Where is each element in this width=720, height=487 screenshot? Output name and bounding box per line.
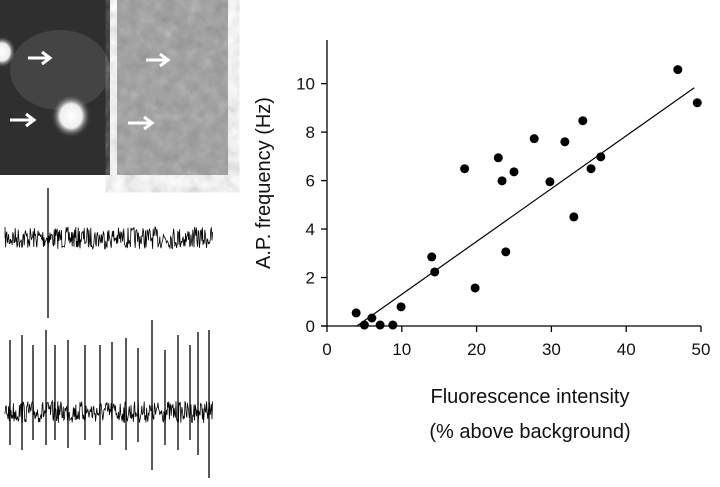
point bbox=[430, 267, 440, 277]
point bbox=[359, 320, 369, 330]
point bbox=[545, 177, 555, 187]
y-tick-label: 10 bbox=[296, 75, 315, 94]
x-tick-label: 30 bbox=[542, 340, 561, 359]
point bbox=[596, 152, 606, 162]
trace bbox=[4, 226, 213, 250]
point bbox=[497, 176, 507, 186]
x-tick-label: 20 bbox=[467, 340, 486, 359]
dic-image bbox=[117, 0, 228, 175]
y-tick-label: 0 bbox=[306, 317, 315, 336]
y-tick-label: 2 bbox=[306, 269, 315, 288]
point bbox=[388, 320, 398, 330]
point bbox=[427, 252, 437, 262]
point bbox=[396, 302, 406, 312]
y-axis-label: A.P. frequency (Hz) bbox=[253, 97, 275, 269]
point bbox=[367, 313, 377, 323]
point bbox=[692, 98, 702, 108]
y-tick-label: 8 bbox=[306, 123, 315, 142]
point bbox=[470, 283, 480, 293]
point bbox=[460, 164, 470, 174]
x-tick-label: 0 bbox=[322, 340, 331, 359]
point bbox=[569, 212, 579, 222]
point bbox=[586, 164, 596, 174]
point bbox=[351, 308, 361, 318]
point bbox=[493, 153, 503, 163]
point bbox=[509, 167, 519, 177]
trendline bbox=[356, 87, 695, 327]
fluorescence-image bbox=[0, 0, 110, 175]
x-axis-label: Fluorescence intensity bbox=[431, 386, 630, 408]
x-tick-label: 40 bbox=[617, 340, 636, 359]
point bbox=[673, 65, 683, 75]
point bbox=[375, 320, 385, 330]
x-tick-label: 50 bbox=[692, 340, 711, 359]
x-axis-label: (% above background) bbox=[429, 421, 630, 443]
trace bbox=[4, 399, 213, 424]
x-tick-label: 10 bbox=[392, 340, 411, 359]
point bbox=[578, 116, 588, 126]
point bbox=[560, 137, 570, 147]
point bbox=[501, 247, 511, 257]
y-tick-label: 6 bbox=[306, 172, 315, 191]
point bbox=[529, 134, 539, 144]
voltage-traces bbox=[4, 188, 213, 478]
y-tick-label: 4 bbox=[306, 220, 315, 239]
